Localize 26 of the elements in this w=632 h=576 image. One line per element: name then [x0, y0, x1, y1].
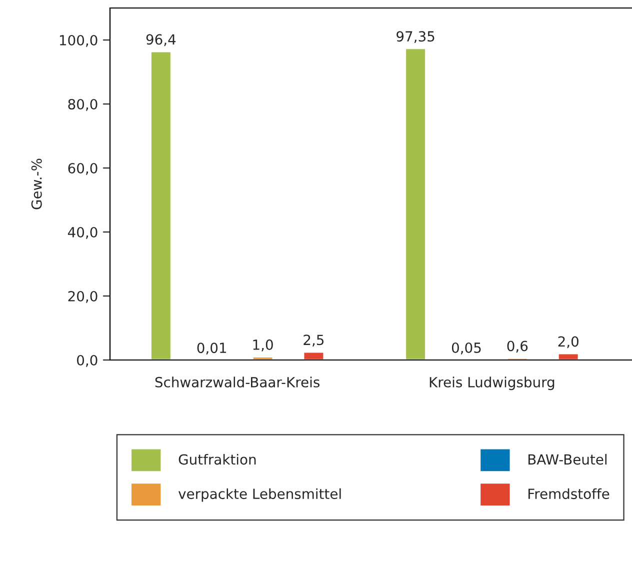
- data-label: 97,35: [396, 31, 434, 44]
- legend-label: BAW-Beutel: [528, 454, 607, 465]
- data-label: 2,5: [304, 334, 324, 347]
- x-tick-label: Schwarzwald-Baar-Kreis: [155, 376, 320, 388]
- bar: [252, 356, 274, 360]
- y-tick-label: 20,0: [68, 290, 98, 303]
- data-label: 96,4: [146, 34, 176, 46]
- x-tick-label: Kreis Ludwigsburg: [430, 376, 554, 390]
- y-tick-label: 40,0: [68, 226, 98, 239]
- data-label: 0,05: [452, 342, 481, 354]
- bar: [404, 48, 426, 360]
- y-tick-label: 0,0: [77, 354, 98, 367]
- y-tick-label: 80,0: [68, 98, 98, 111]
- data-label: 0,01: [197, 342, 226, 355]
- y-tick-label: 100,0: [60, 34, 98, 47]
- legend-label: Gutfraktion: [178, 454, 256, 465]
- bar: [302, 351, 325, 360]
- y-tick-label: 60,0: [68, 162, 98, 175]
- legend-label: Fremdstoffe: [528, 488, 610, 500]
- data-label: 1,0: [253, 339, 273, 352]
- legend-label: verpackte Lebensmittel: [178, 488, 341, 502]
- data-label: 0,6: [507, 340, 528, 353]
- data-label: 2,0: [558, 336, 578, 348]
- bar: [557, 352, 580, 360]
- y-axis-title: Gew.-%: [31, 158, 42, 210]
- bar: [150, 50, 172, 360]
